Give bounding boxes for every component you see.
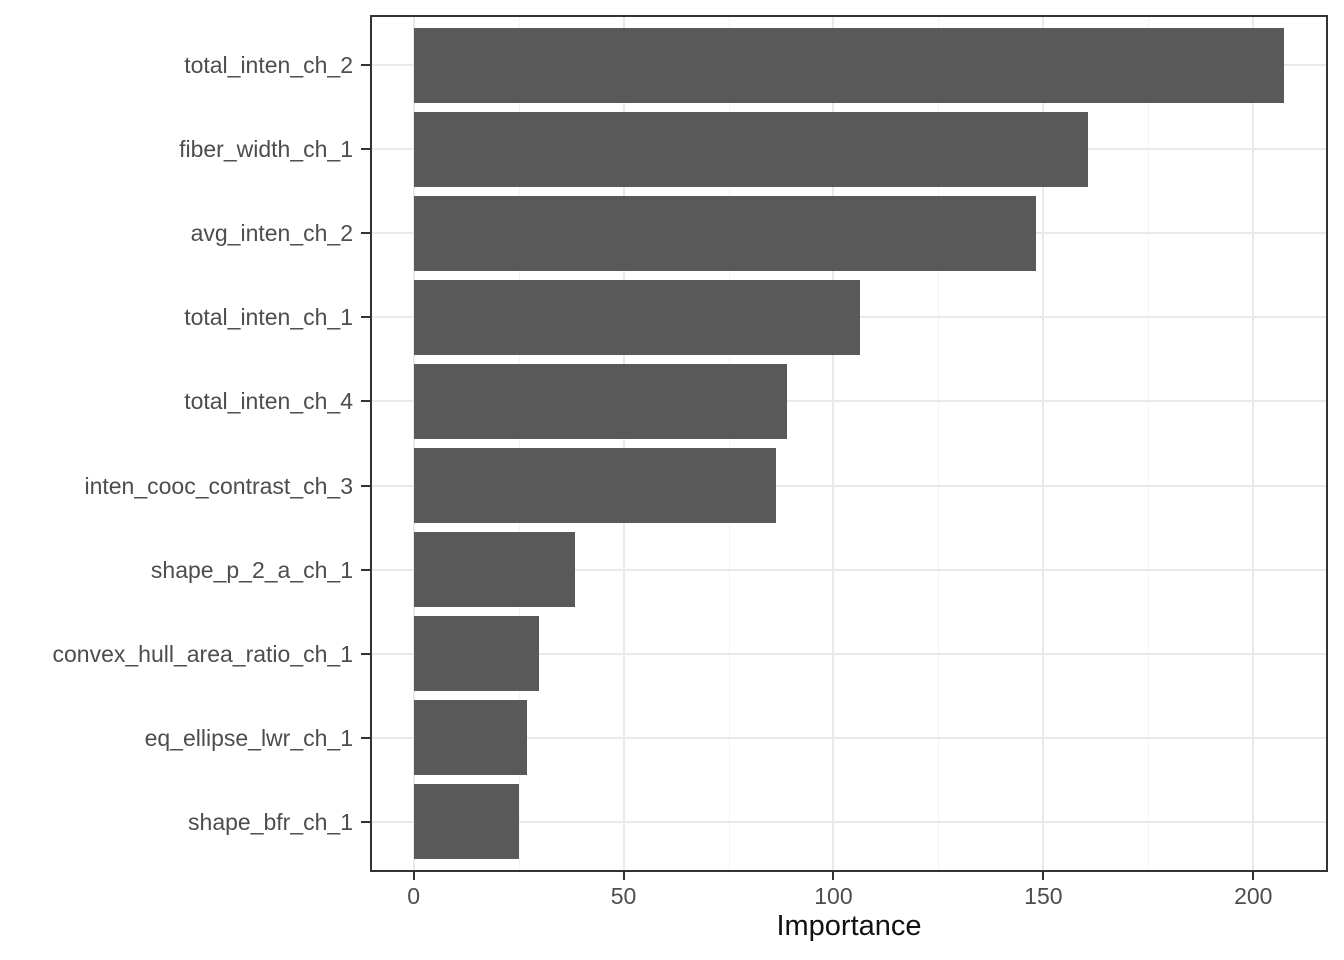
bar-shape_bfr_ch_1: [413, 783, 520, 860]
x-gridline-minor: [1148, 15, 1150, 872]
y-axis-label: total_inten_ch_2: [184, 52, 353, 79]
bar-avg_inten_ch_2: [413, 195, 1037, 272]
y-gridline-major: [370, 400, 1328, 403]
y-gridline-major: [370, 820, 1328, 823]
y-axis-label: avg_inten_ch_2: [190, 220, 353, 247]
x-axis-tick: [412, 872, 415, 880]
x-axis-tick: [1042, 872, 1045, 880]
y-axis-label: total_inten_ch_4: [184, 388, 353, 415]
x-gridline-minor: [518, 15, 520, 872]
bar-total_inten_ch_1: [413, 279, 861, 356]
y-axis-tick: [361, 736, 370, 739]
x-gridline-major: [622, 15, 625, 872]
y-axis-tick: [361, 148, 370, 151]
y-gridline-major: [370, 736, 1328, 739]
y-axis-label: eq_ellipse_lwr_ch_1: [144, 724, 353, 751]
x-gridline-major: [1252, 15, 1255, 872]
x-axis-tick: [1252, 872, 1255, 880]
x-gridline-minor: [938, 15, 940, 872]
bar-convex_hull_area_ratio_ch_1: [413, 615, 540, 692]
y-axis-tick: [361, 316, 370, 319]
y-axis-tick: [361, 820, 370, 823]
x-axis-tick: [832, 872, 835, 880]
y-axis-tick: [361, 64, 370, 67]
y-axis-tick: [361, 652, 370, 655]
y-gridline-major: [370, 484, 1328, 487]
bar-total_inten_ch_2: [413, 27, 1285, 104]
y-axis-label: total_inten_ch_1: [184, 304, 353, 331]
plot-panel: [370, 15, 1328, 872]
x-gridline-minor: [728, 15, 730, 872]
bar-eq_ellipse_lwr_ch_1: [413, 699, 527, 776]
bar-shape_p_2_a_ch_1: [413, 531, 575, 608]
y-gridline-major: [370, 652, 1328, 655]
bar-fiber_width_ch_1: [413, 111, 1088, 188]
x-gridline-major: [1042, 15, 1045, 872]
x-axis-tick: [622, 872, 625, 880]
bar-inten_cooc_contrast_ch_3: [413, 447, 777, 524]
x-axis-tick-label: 200: [1234, 883, 1273, 909]
y-axis-label: convex_hull_area_ratio_ch_1: [52, 640, 354, 667]
bar-total_inten_ch_4: [413, 363, 788, 440]
y-axis-tick: [361, 484, 370, 487]
x-axis-title: Importance: [776, 910, 922, 942]
x-axis-tick-label: 0: [407, 883, 421, 909]
y-axis-label: inten_cooc_contrast_ch_3: [84, 472, 353, 499]
y-axis-label: shape_bfr_ch_1: [188, 808, 353, 835]
y-axis-label: fiber_width_ch_1: [179, 136, 353, 163]
x-gridline-major: [412, 15, 415, 872]
y-axis-tick: [361, 232, 370, 235]
x-axis-tick-label: 100: [814, 883, 853, 909]
y-axis-tick: [361, 568, 370, 571]
y-axis-tick: [361, 400, 370, 403]
x-axis-tick-label: 150: [1024, 883, 1063, 909]
x-axis-tick-label: 50: [610, 883, 637, 909]
x-gridline-major: [832, 15, 835, 872]
y-gridline-major: [370, 568, 1328, 571]
y-axis-label: shape_p_2_a_ch_1: [150, 556, 353, 583]
